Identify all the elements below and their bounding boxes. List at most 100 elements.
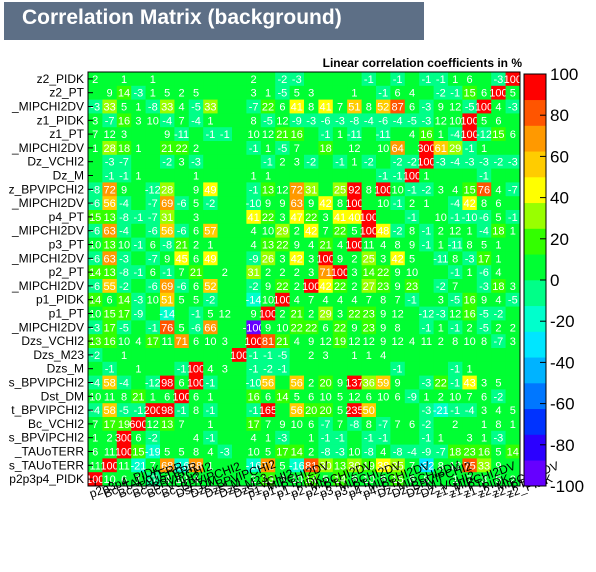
heatmap-cell xyxy=(246,182,262,197)
cell-value-label: -9 xyxy=(292,115,302,127)
heatmap-cell xyxy=(376,210,391,225)
cell-value-label: 1 xyxy=(423,171,429,183)
cell-value-label: 20 xyxy=(319,405,331,417)
heatmap-cell xyxy=(203,279,218,294)
heatmap-cell xyxy=(260,223,276,238)
heatmap-cell xyxy=(131,210,146,225)
heatmap-cell xyxy=(476,417,492,432)
cell-value-label: 6 xyxy=(366,391,372,403)
cell-value-label: 3 xyxy=(308,267,314,279)
cell-value-label: 7 xyxy=(294,143,300,155)
heatmap-cell xyxy=(246,85,262,100)
cell-value-label: 16 xyxy=(463,309,475,321)
cell-value-label: 2 xyxy=(279,309,285,321)
heatmap-cell xyxy=(217,334,233,349)
heatmap-cell xyxy=(116,403,132,418)
cell-value-label: -3 xyxy=(335,447,345,459)
heatmap-cell xyxy=(160,292,175,307)
heatmap-cell xyxy=(433,182,449,197)
heatmap-cell xyxy=(332,251,348,266)
heatmap-cell xyxy=(232,223,247,238)
heatmap-cell xyxy=(376,237,391,252)
heatmap-cell xyxy=(88,417,103,432)
cell-value-label: 4 xyxy=(294,336,300,348)
heatmap-cell xyxy=(505,127,521,142)
heatmap-cell xyxy=(260,182,276,197)
cell-value-label: 15 xyxy=(132,447,144,459)
cell-value-label: -12 xyxy=(418,309,434,321)
cell-value-label: 3 xyxy=(337,309,343,321)
heatmap-cell xyxy=(188,113,204,128)
cell-value-label: -2 xyxy=(306,157,316,169)
heatmap-cell xyxy=(476,458,492,473)
cell-value-label: 1 xyxy=(351,157,357,169)
cell-value-label: 6 xyxy=(351,474,357,486)
heatmap-cell xyxy=(145,306,161,321)
cell-value-label: 25 xyxy=(391,460,403,472)
cell-value-label: -2 xyxy=(206,198,216,210)
cell-value-label: 165 xyxy=(259,405,277,417)
heatmap-cell xyxy=(145,389,161,404)
heatmap-cell xyxy=(102,417,118,432)
heatmap-cell xyxy=(462,154,478,169)
colorbar-tick-label: 0 xyxy=(550,271,559,290)
cell-value-label: 15 xyxy=(463,88,475,100)
heatmap-cell xyxy=(217,141,233,156)
heatmap-cell xyxy=(88,320,103,335)
heatmap-cell xyxy=(88,292,103,307)
cell-value-label: 13 xyxy=(103,240,115,252)
heatmap-cell xyxy=(304,141,319,156)
heatmap-cell xyxy=(462,472,478,487)
y-tick-label: s_TAUoTERR xyxy=(9,458,84,472)
heatmap-cell xyxy=(332,458,348,473)
heatmap-cell xyxy=(390,127,406,142)
heatmap-cell xyxy=(332,182,348,197)
heatmap-cell xyxy=(433,154,449,169)
cell-value-label: -3 xyxy=(479,157,489,169)
colorbar-segment xyxy=(524,74,546,101)
cell-value-label: 9 xyxy=(279,198,285,210)
heatmap-cell xyxy=(304,265,319,280)
heatmap-cell xyxy=(448,72,463,87)
cell-value-label: 10 xyxy=(262,226,274,238)
y-tick-label: Dzs_M xyxy=(47,362,84,376)
cell-value-label: -10 xyxy=(462,212,478,224)
heatmap-cell xyxy=(304,99,319,114)
heatmap-cell xyxy=(404,251,420,266)
cell-value-label: -14 xyxy=(246,295,262,307)
cell-value-label: -9 xyxy=(134,309,144,321)
cell-value-label: -1 xyxy=(393,171,403,183)
heatmap-cell xyxy=(419,154,434,169)
y-tick-label: Dz_M xyxy=(53,169,84,183)
heatmap-cell xyxy=(102,251,118,266)
heatmap-cell xyxy=(347,141,362,156)
heatmap-cell xyxy=(160,320,175,335)
cell-value-label: -3 xyxy=(220,447,230,459)
cell-value-label: -3 xyxy=(508,102,518,114)
heatmap-cell xyxy=(88,237,103,252)
heatmap-cell xyxy=(304,361,319,376)
heatmap-cell xyxy=(188,292,204,307)
heatmap-cell xyxy=(203,444,218,459)
heatmap-cell xyxy=(116,348,132,363)
cell-value-label: 21 xyxy=(175,240,187,252)
cell-value-label: -8 xyxy=(321,447,331,459)
heatmap-cell xyxy=(188,251,204,266)
heatmap-cell xyxy=(433,196,449,211)
heatmap-cell xyxy=(419,141,434,156)
heatmap-cell xyxy=(361,417,377,432)
cell-value-label: 17 xyxy=(103,322,115,334)
heatmap-cell xyxy=(289,237,305,252)
heatmap-cell xyxy=(376,361,391,376)
cell-value-label: 6 xyxy=(193,281,199,293)
heatmap-cell xyxy=(102,85,118,100)
heatmap-cell xyxy=(332,430,348,445)
cell-value-label: 4 xyxy=(193,433,199,445)
heatmap-cell xyxy=(361,444,377,459)
cell-value-label: 3 xyxy=(308,88,314,100)
cell-value-label: 36 xyxy=(363,378,375,390)
cell-value-label: 100 xyxy=(403,171,421,183)
heatmap-cell xyxy=(232,375,247,390)
cell-value-label: 4 xyxy=(337,295,343,307)
heatmap-cell xyxy=(131,320,146,335)
